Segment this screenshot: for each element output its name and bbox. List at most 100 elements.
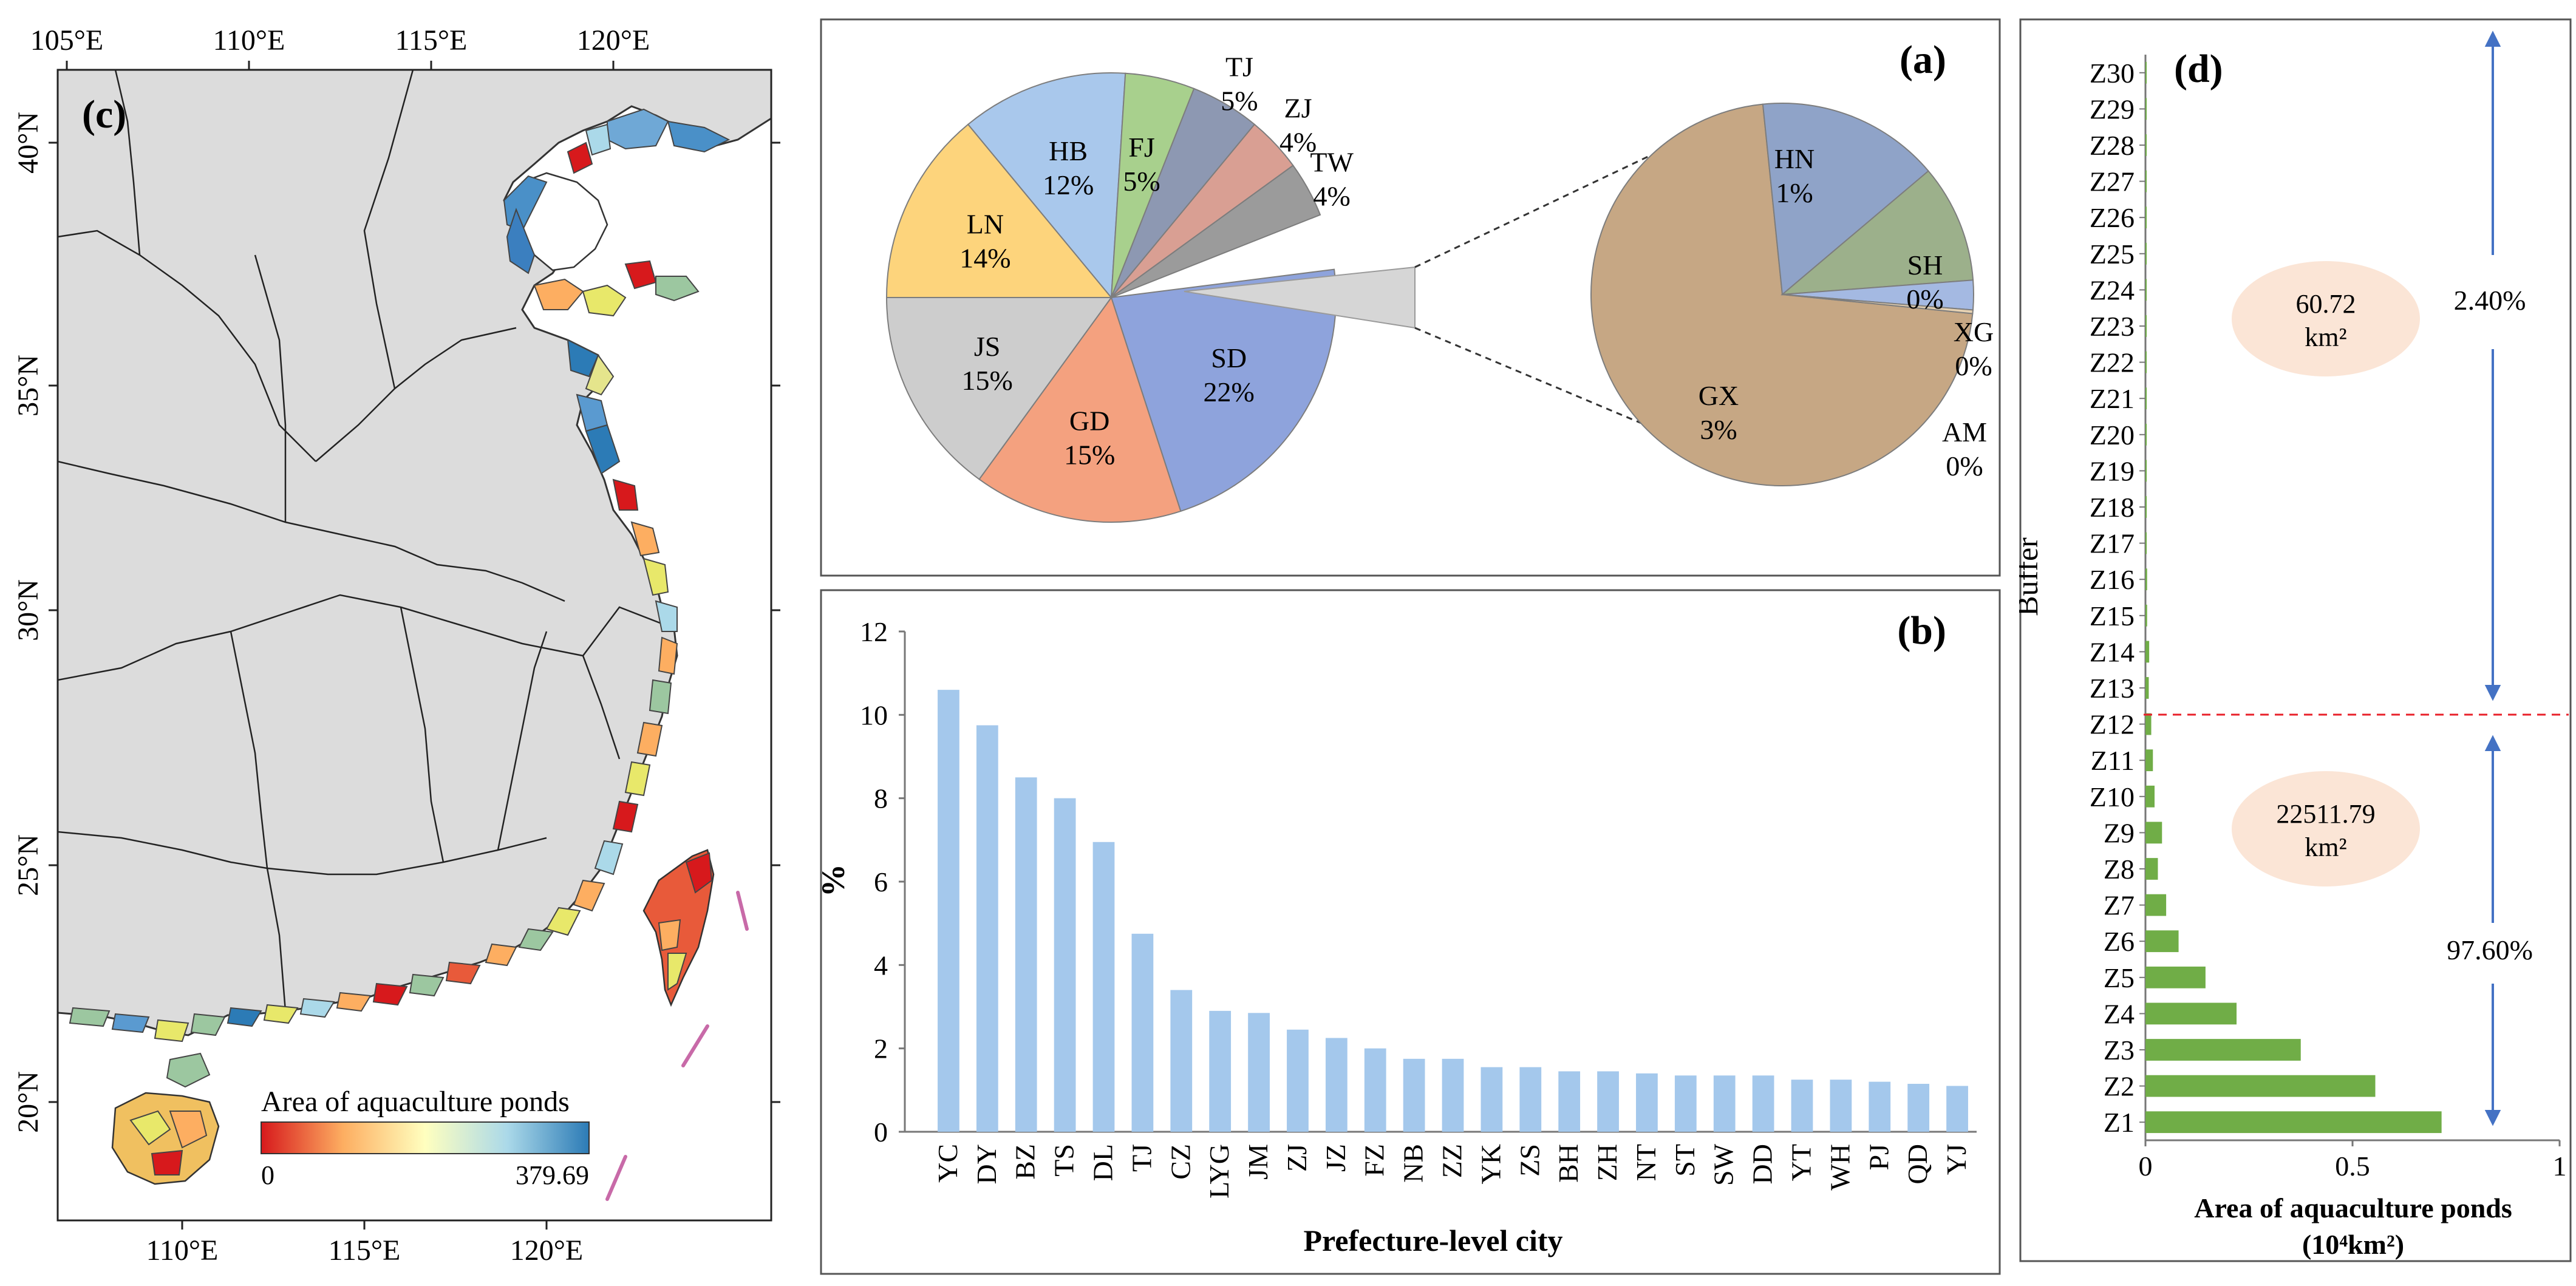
- lat-label-0: 40°N: [12, 112, 44, 174]
- province-boundaries: [58, 70, 675, 1012]
- buffer-bar-z10: [2145, 785, 2155, 808]
- buffer-x-tick-label: 1: [2553, 1151, 2567, 1182]
- buffer-bar-z16: [2145, 568, 2147, 591]
- bar-x-tick-label-qd: QD: [1902, 1144, 1933, 1184]
- buffer-bar-z12: [2145, 713, 2152, 735]
- bar-y-tick-label: 8: [874, 783, 888, 814]
- buffer-y-tick-label-z6: Z6: [2104, 926, 2135, 957]
- sub-pie-pct-am: 0%: [1946, 451, 1983, 481]
- pie-pct-fj: 5%: [1123, 166, 1160, 197]
- buffer-y-tick-label-z12: Z12: [2090, 709, 2135, 740]
- sub-pie-slice-am: [1782, 294, 1974, 315]
- buffer-bar-z17: [2145, 532, 2147, 554]
- sub-pie-slice-hn: [1762, 103, 1929, 296]
- buffer-bar-z8: [2145, 858, 2158, 880]
- bar-x-tick-label-zz: ZZ: [1437, 1144, 1468, 1178]
- buffer-y-tick-label-z23: Z23: [2090, 311, 2135, 342]
- legend-min: 0: [261, 1160, 274, 1190]
- buffer-bar-z6: [2145, 930, 2179, 953]
- lon-label-bottom-1: 110°E: [146, 1234, 219, 1267]
- bar-y-tick-label: 2: [874, 1033, 888, 1064]
- buffer-bar-z22: [2145, 351, 2147, 373]
- buffer-bar-z2: [2145, 1075, 2376, 1097]
- sub-pie: [1414, 103, 1974, 486]
- buffer-y-tick-label-z27: Z27: [2090, 166, 2135, 197]
- bar-x-tick-label-zj: ZJ: [1281, 1144, 1312, 1172]
- bar-y-tick-label: 4: [874, 950, 888, 981]
- sub-pie-label-xg: XG: [1954, 316, 1994, 347]
- lon-label-top-3: 120°E: [577, 24, 650, 56]
- pie-panel: SD 22% GD 15% JS 15% LN 14% HB 12% FJ 5% TJ 5% ZJ 4% TW 4…: [820, 18, 2001, 577]
- buffer-y-tick-label-z30: Z30: [2090, 58, 2135, 89]
- buffer-bar-z20: [2145, 423, 2147, 446]
- lon-ticks: [49, 61, 780, 1230]
- bar-dl: [1092, 842, 1115, 1132]
- pie-slice-js: [885, 297, 1113, 480]
- bar-dy: [976, 725, 998, 1132]
- buffer-bar-z15: [2145, 604, 2147, 627]
- buffer-y-tick-label-z1: Z1: [2104, 1107, 2135, 1138]
- bar-jm: [1248, 1013, 1270, 1132]
- pie-slice-ln: [885, 123, 1113, 298]
- bar-wh: [1830, 1080, 1852, 1132]
- bar-chart: 0 2 4 6 8 10 12 YC DY BZ TS DL TJ CZ LYG JM ZJ JZ FZ NB ZZ YK…: [820, 589, 2001, 1275]
- buffer-y-tick-label-z14: Z14: [2090, 636, 2135, 667]
- panel-d-label: (d): [2174, 47, 2223, 91]
- sub-pie-pct-sh: 0%: [1906, 284, 1943, 315]
- bar-x-tick-label-st: ST: [1669, 1144, 1700, 1177]
- sub-pie-label-sh: SH: [1907, 250, 1943, 281]
- bar-pj: [1869, 1081, 1891, 1132]
- buffer-bar-z29: [2145, 98, 2147, 120]
- bar-jz: [1325, 1038, 1348, 1132]
- buffer-y-tick-label-z8: Z8: [2104, 854, 2135, 885]
- lower-area-unit: km²: [2305, 832, 2346, 862]
- bar-x-tick-label-jm: JM: [1242, 1144, 1273, 1180]
- buffer-bar-z14: [2145, 641, 2150, 663]
- bar-lyg: [1209, 1010, 1232, 1132]
- pie-slice-hb: [967, 72, 1126, 299]
- buffer-bar-z30: [2145, 61, 2147, 84]
- lower-area-value: 22511.79: [2276, 799, 2375, 829]
- buffer-bar-z1: [2145, 1111, 2442, 1134]
- sub-pie-pct-xg: 0%: [1955, 350, 1992, 381]
- pie-pct-zj: 4%: [1279, 126, 1317, 157]
- pie-pct-tj: 5%: [1221, 85, 1258, 116]
- bar-x-tick-label-nt: NT: [1630, 1144, 1661, 1181]
- sub-pie-slice-sh: [1780, 170, 1974, 296]
- lat-label-4: 20°N: [12, 1071, 44, 1133]
- bar-x-tick-label-nb: NB: [1398, 1144, 1429, 1183]
- lat-label-3: 25°N: [12, 834, 44, 896]
- lon-label-bottom-3: 120°E: [510, 1234, 584, 1267]
- bar-bz: [1015, 777, 1037, 1132]
- pie-label-sd: SD: [1211, 342, 1247, 373]
- upper-area-value: 60.72: [2296, 289, 2356, 319]
- buffer-y-tick-label-z29: Z29: [2090, 94, 2135, 124]
- buffer-y-tick-label-z2: Z2: [2104, 1071, 2135, 1102]
- panel-b-label: (b): [1897, 608, 1946, 653]
- buffer-tick-labels: 0 0.5 1 Z1 Z2 Z3 Z4 Z5 Z6 Z7 Z8 Z9 Z10 Z11 Z12 Z13 Z14 Z1…: [2090, 58, 2567, 1182]
- bar-cz: [1170, 990, 1193, 1132]
- legend-title: Area of aquaculture ponds: [261, 1086, 570, 1118]
- pie-slice-tw: [1111, 165, 1321, 298]
- buffer-bar-chart: 0 0.5 1 Z1 Z2 Z3 Z4 Z5 Z6 Z7 Z8 Z9 Z10 Z11 Z12 Z13 Z14 Z1…: [2019, 18, 2572, 1262]
- bar-tick-labels: 0 2 4 6 8 10 12 YC DY BZ TS DL TJ CZ LYG JM ZJ JZ FZ NB ZZ YK…: [860, 616, 1972, 1199]
- buffer-bar-z18: [2145, 496, 2147, 518]
- bar-x-tick-label-jz: JZ: [1320, 1144, 1351, 1172]
- pie-label-zj: ZJ: [1284, 92, 1312, 123]
- bar-x-tick-label-zh: ZH: [1592, 1144, 1623, 1181]
- bar-x-tick-label-dy: DY: [971, 1144, 1002, 1184]
- buffer-bar-z13: [2145, 677, 2149, 699]
- buffer-y-tick-label-z13: Z13: [2090, 673, 2135, 704]
- bar-qd: [1907, 1084, 1930, 1132]
- bar-y-tick-label: 10: [860, 699, 888, 730]
- buffer-x-title-2: (10⁴km²): [2302, 1229, 2404, 1260]
- bar-zz: [1442, 1058, 1464, 1132]
- bar-x-tick-label-bz: BZ: [1010, 1144, 1041, 1180]
- buffer-bar-z26: [2145, 206, 2147, 229]
- buffer-bar-z27: [2145, 170, 2147, 192]
- upper-area-unit: km²: [2305, 322, 2346, 352]
- bar-zj: [1287, 1029, 1309, 1132]
- buffer-panel: 0 0.5 1 Z1 Z2 Z3 Z4 Z5 Z6 Z7 Z8 Z9 Z10 Z11 Z12 Z13 Z14 Z1…: [2019, 18, 2572, 1284]
- buffer-y-tick-label-z3: Z3: [2104, 1035, 2135, 1066]
